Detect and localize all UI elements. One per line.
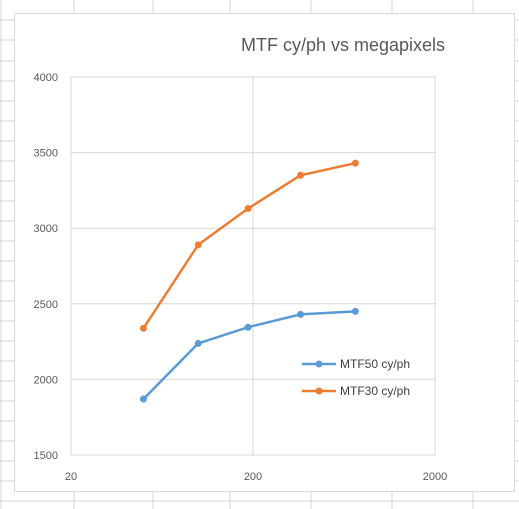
legend-label: MTF50 cy/ph [340,357,410,371]
data-point [139,395,147,403]
x-tick-label: 20 [65,471,77,483]
chart: MTF cy/ph vs megapixels 1500 2000 2500 3000… [34,35,448,483]
data-point [351,159,359,167]
data-point [244,205,252,213]
x-tick-label: 200 [244,471,262,483]
data-point [351,307,359,315]
chart-title: MTF cy/ph vs megapixels [241,35,445,55]
y-tick-label: 3500 [34,148,58,160]
y-tick-label: 2500 [34,299,58,311]
data-point [194,241,202,249]
data-point [244,323,252,331]
gridlines [70,76,436,456]
y-tick-label: 1500 [34,450,58,462]
legend[interactable]: MTF50 cy/ph MTF30 cy/ph [302,357,410,398]
series-1 [139,307,359,403]
legend-item[interactable]: MTF50 cy/ph [302,357,410,371]
y-tick-label: 2000 [34,374,58,386]
axis-tick-labels: 1500 2000 2500 3000 3500 4000 20 200 2000 [34,72,448,483]
data-point [194,339,202,347]
y-tick-label: 3000 [34,223,58,235]
data-point [297,171,305,179]
data-series [139,159,359,403]
x-tick-label: 2000 [423,471,447,483]
y-tick-label: 4000 [34,72,58,84]
legend-item[interactable]: MTF30 cy/ph [302,384,410,398]
data-point [139,324,147,332]
legend-marker [315,360,323,368]
chart-area[interactable]: MTF cy/ph vs megapixels 1500 2000 2500 3000… [14,13,515,492]
legend-label: MTF30 cy/ph [340,384,410,398]
legend-marker [315,387,323,395]
series-2 [139,159,359,332]
data-point [297,310,305,318]
